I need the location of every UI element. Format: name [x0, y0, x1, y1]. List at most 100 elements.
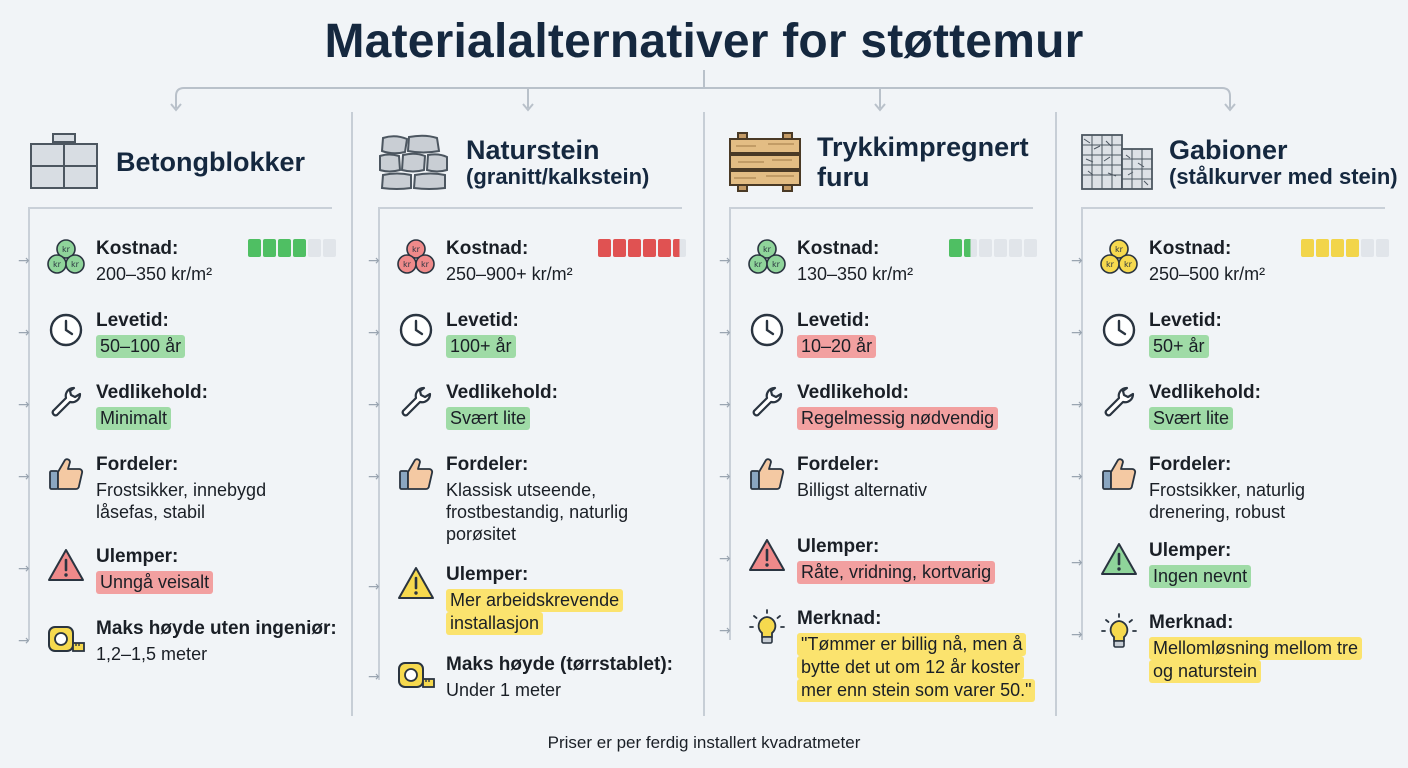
svg-text:kr: kr [772, 260, 781, 269]
rating-segment [964, 239, 977, 257]
attribute-label: Vedlikehold: [446, 382, 558, 403]
stone-wall-icon [376, 131, 452, 193]
gabion-icon [1079, 131, 1155, 193]
rating-segment [949, 239, 962, 257]
svg-text:kr: kr [62, 245, 71, 254]
attribute-item: → Merknad: Mellomløsning mellom tre og natu… [1071, 610, 1389, 683]
column-subtitle: (granitt/kalkstein) [466, 163, 650, 189]
wrench-icon [396, 382, 436, 422]
connector-arrow-icon: → [18, 561, 30, 577]
rating-segment [1301, 239, 1314, 257]
rating-segment [293, 239, 306, 257]
column: Naturstein (granitt/kalkstein) → kr kr kr Kost… [368, 112, 726, 722]
attribute-item: → Fordeler: Frostsikker, naturlig drenering… [1071, 452, 1389, 522]
cost-rating [949, 239, 1037, 257]
attribute-value-line: 1,2–1,5 meter [96, 644, 208, 664]
connector-arrow-icon: → [18, 633, 30, 649]
attribute-value: Mer arbeidskrevende installasjon [446, 589, 624, 635]
column-rail [729, 207, 731, 640]
column-header: Betongblokker [26, 130, 305, 194]
svg-text:kr: kr [53, 260, 62, 269]
warning-icon [1099, 540, 1139, 580]
rating-segment [628, 239, 641, 257]
attribute-label: Ulemper: [446, 564, 529, 585]
coins-icon: kr kr kr [747, 238, 787, 278]
connector-arrow-icon: → [368, 397, 380, 413]
heading-connectors [170, 70, 1236, 112]
attribute-value-line: frostbestandig, naturlig [446, 502, 629, 522]
lightbulb-icon [747, 608, 787, 648]
attribute-value: 1,2–1,5 meter [96, 643, 207, 665]
attribute-value-line: "Tømmer er billig nå, men å [797, 633, 1027, 656]
rating-segment [598, 239, 611, 257]
attribute-label: Fordeler: [797, 454, 880, 475]
attribute-item: → Levetid: 50+ år [1071, 308, 1389, 368]
attribute-value: Regelmessig nødvendig [797, 407, 999, 430]
thumbs-up-icon [1099, 454, 1139, 494]
column-title: Betongblokker [116, 146, 306, 177]
connector-arrow-icon: → [719, 325, 731, 341]
attribute-value-line: drenering, robust [1149, 502, 1286, 522]
attribute-item: → Fordeler: Klassisk utseende, frostbestand… [368, 452, 686, 544]
attribute-item: → Vedlikehold: Svært lite [368, 380, 686, 440]
page-title: Materialalternativer for støttemur [324, 15, 1084, 68]
column-title: Naturstein [466, 134, 600, 165]
connector-arrow-icon: → [719, 469, 731, 485]
attribute-label: Kostnad: [1149, 238, 1232, 259]
connector-arrow-icon: → [18, 253, 30, 269]
cost-rating [598, 239, 686, 257]
svg-text:kr: kr [1115, 245, 1124, 254]
column-subtitle: (stålkurver med stein) [1169, 163, 1398, 189]
column-divider [1055, 112, 1057, 716]
thumbs-up-icon [46, 454, 86, 494]
attribute-value-line: Regelmessig nødvendig [797, 407, 999, 430]
attribute-value: Frostsikker, naturlig drenering, robust [1149, 479, 1305, 523]
attribute-value: Ingen nevnt [1149, 565, 1252, 588]
svg-text:kr: kr [71, 260, 80, 269]
attribute-value-line: 50+ år [1149, 335, 1209, 358]
attribute-value: 10–20 år [797, 335, 877, 358]
attribute-value-line: 50–100 år [96, 335, 186, 358]
attribute-label: Vedlikehold: [1149, 382, 1261, 403]
attribute-item: → Ulemper: Råte, vridning, kortvarig [719, 534, 1037, 594]
connector-arrow-icon: → [719, 253, 731, 269]
attribute-label: Fordeler: [1149, 454, 1232, 475]
timber-icon [727, 131, 803, 193]
attribute-item: → Fordeler: Billigst alternativ [719, 452, 1037, 512]
attribute-value-line: 200–350 kr/m² [96, 264, 213, 284]
attribute-item: → kr kr kr Kostnad: 250–500 kr/m² [1071, 236, 1389, 296]
column-rail-top [1081, 207, 1385, 209]
column-rail [28, 207, 30, 640]
svg-text:kr: kr [763, 245, 772, 254]
attribute-value: 50–100 år [96, 335, 186, 358]
attribute-label: Ulemper: [96, 546, 179, 567]
attribute-label: Maks høyde (tørrstablet): [446, 654, 673, 675]
connector-arrow-icon: → [719, 551, 731, 567]
rating-segment [323, 239, 336, 257]
rating-segment [613, 239, 626, 257]
tape-measure-icon [46, 618, 86, 658]
coins-icon: kr kr kr [46, 238, 86, 278]
rating-segment [643, 239, 656, 257]
attribute-value-line: og naturstein [1149, 660, 1262, 683]
attribute-label: Levetid: [96, 310, 169, 331]
attribute-value-line: Mellomløsning mellom tre [1149, 637, 1363, 660]
attribute-item: → kr kr kr Kostnad: 250–900+ kr/m² [368, 236, 686, 296]
column-divider [351, 112, 353, 716]
connector-arrow-icon: → [368, 469, 380, 485]
connector-arrow-icon: → [719, 623, 731, 639]
attribute-label: Fordeler: [446, 454, 529, 475]
thumbs-up-icon [396, 454, 436, 494]
wrench-icon [1099, 382, 1139, 422]
column-rail-top [378, 207, 682, 209]
rating-segment [278, 239, 291, 257]
attribute-value-line: 100+ år [446, 335, 516, 358]
attribute-label: Merknad: [1149, 612, 1234, 633]
attribute-value: Svært lite [446, 407, 531, 430]
rating-segment [1331, 239, 1344, 257]
attribute-item: → Maks høyde uten ingeniør: 1,2–1,5 meter [18, 616, 337, 676]
attribute-value-line: mer enn stein som varer 50." [797, 679, 1036, 702]
tape-measure-icon [396, 654, 436, 694]
rating-segment [1024, 239, 1037, 257]
attribute-value: Klassisk utseende, frostbestandig, naturl… [446, 479, 628, 545]
